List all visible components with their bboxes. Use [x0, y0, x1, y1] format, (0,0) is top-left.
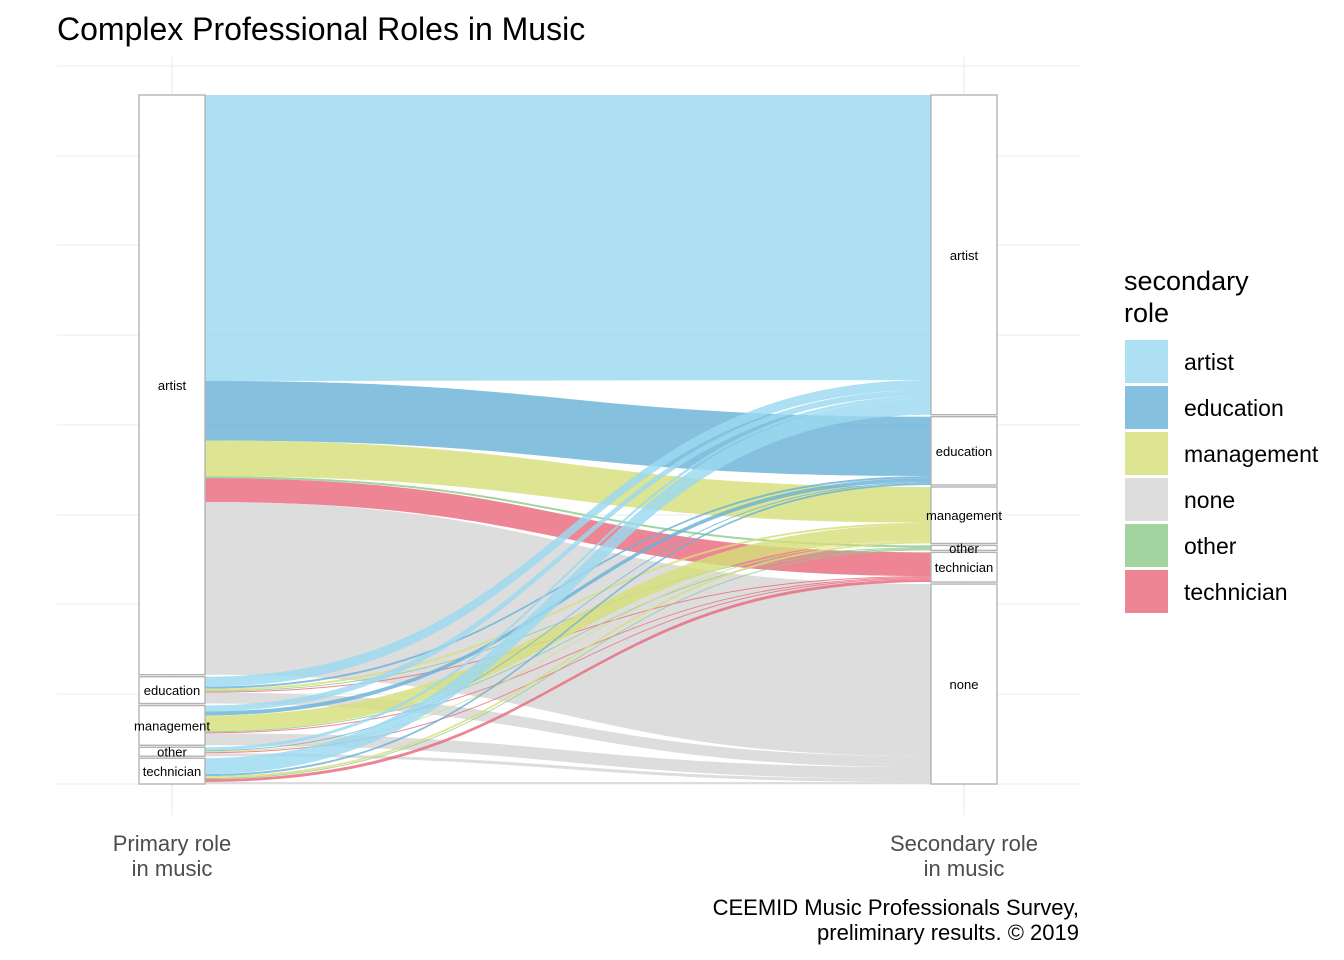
- flow-management-to-management: [205, 524, 931, 732]
- flow-technician-to-other: [205, 549, 931, 780]
- legend-swatch-none: [1125, 478, 1168, 521]
- nodes: artist education management other technician…: [134, 94, 1002, 785]
- legend-title-line: secondary: [1124, 266, 1249, 296]
- secondary-node-none: [930, 583, 998, 785]
- flow-education-to-other: [205, 547, 931, 692]
- flow-other-to-technician: [205, 578, 931, 754]
- caption-text: CEEMID Music Professionals Survey, prelim…: [713, 895, 1079, 945]
- flow-other-to-management: [205, 540, 931, 753]
- flow-technician-to-none: [205, 782, 931, 784]
- primary-node-label-technician: technician: [143, 764, 202, 779]
- legend-swatch-education: [1125, 386, 1168, 429]
- secondary-node-label-management: management: [926, 508, 1002, 523]
- legend-label-other: other: [1184, 533, 1237, 559]
- legend-label-management: management: [1184, 441, 1319, 467]
- axis-labels: Primary role in music Secondary role in mus…: [113, 831, 1038, 881]
- primary-node-label-other: other: [157, 745, 187, 760]
- flow-other-to-artist: [205, 395, 931, 751]
- chart-title: Complex Professional Roles in Music: [57, 11, 585, 47]
- flow-education-to-management: [205, 522, 931, 691]
- primary-node-label-management: management: [134, 718, 210, 733]
- flow-technician-to-management: [205, 541, 931, 779]
- legend-swatch-artist: [1125, 340, 1168, 383]
- legend-label-artist: artist: [1184, 349, 1234, 375]
- flow-education-to-artist: [205, 380, 931, 687]
- secondary-axis-label: Secondary role in music: [890, 831, 1038, 881]
- legend-swatch-technician: [1125, 570, 1168, 613]
- flow-artist-to-other: [205, 476, 931, 548]
- flow-education-to-none: [205, 692, 931, 768]
- flow-other-to-education: [205, 482, 931, 752]
- flow-management-to-technician: [205, 577, 931, 734]
- flow-technician-to-technician: [205, 579, 931, 783]
- flow-management-to-education: [205, 478, 931, 716]
- secondary-node-label-education: education: [936, 444, 992, 459]
- primary-axis-label: Primary role in music: [113, 831, 232, 881]
- secondary-node-other: [930, 544, 998, 552]
- secondary-node-label-none: none: [950, 677, 979, 692]
- secondary-node-technician: [930, 551, 998, 583]
- flow-artist-to-management: [205, 440, 931, 523]
- primary-node-label-artist: artist: [158, 378, 187, 393]
- caption: CEEMID Music Professionals Survey, prelim…: [713, 895, 1079, 945]
- primary-node-management: [138, 704, 206, 746]
- flow-other-to-none: [205, 753, 931, 783]
- secondary-node-management: [930, 486, 998, 545]
- primary-node-other: [138, 746, 206, 757]
- secondary-node-label-other: other: [949, 541, 979, 556]
- legend-swatch-management: [1125, 432, 1168, 475]
- flow-technician-to-education: [205, 483, 931, 777]
- secondary-node-label-artist: artist: [950, 248, 979, 263]
- legend-label-education: education: [1184, 395, 1284, 421]
- legend-title-line: role: [1124, 298, 1169, 328]
- legend-swatch-other: [1125, 524, 1168, 567]
- primary-node-label-education: education: [144, 683, 200, 698]
- flows: [205, 95, 931, 784]
- legend-label-none: none: [1184, 487, 1235, 513]
- primary-node-education: [138, 676, 206, 705]
- legend-label-technician: technician: [1184, 579, 1288, 605]
- secondary-node-education: [930, 416, 998, 486]
- primary-node-artist: [138, 94, 206, 676]
- flow-artist-to-artist: [205, 95, 931, 381]
- secondary-node-artist: [930, 94, 998, 416]
- flow-management-to-other: [205, 548, 931, 733]
- primary-node-technician: [138, 757, 206, 785]
- secondary-node-label-technician: technician: [935, 560, 994, 575]
- flow-technician-to-artist: [205, 398, 931, 775]
- legend-items: artist education management none other techni…: [1125, 340, 1319, 613]
- flow-management-to-artist: [205, 389, 931, 712]
